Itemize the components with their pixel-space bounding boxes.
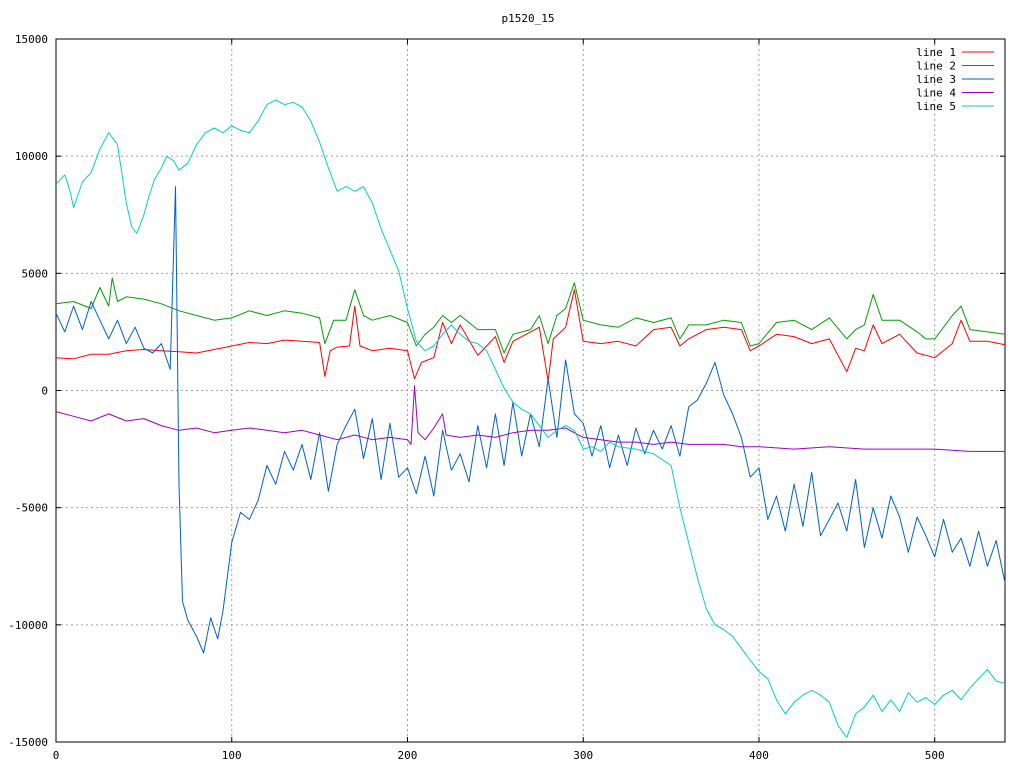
legend-label-3: line 3: [916, 73, 956, 86]
x-tick-label: 100: [222, 749, 242, 762]
series-group: [55, 99, 1006, 738]
chart-title: p1520_15: [502, 12, 555, 25]
x-tick-label: 400: [749, 749, 769, 762]
x-tick-label: 0: [53, 749, 60, 762]
series-line-1: [55, 289, 1006, 382]
grid: [56, 39, 1005, 742]
y-tick-label: 5000: [22, 267, 49, 280]
y-tick-label: 15000: [15, 33, 48, 46]
series-line-2: [55, 277, 1006, 354]
y-tick-label: 10000: [15, 150, 48, 163]
series-line-4: [55, 385, 1005, 452]
x-tick-label: 200: [398, 749, 418, 762]
y-tick-label: 0: [41, 385, 48, 398]
x-tick-label: 300: [573, 749, 593, 762]
y-tick-label: -15000: [8, 736, 48, 749]
legend-label-1: line 1: [916, 46, 956, 59]
y-tick-label: -5000: [15, 502, 48, 515]
legend-label-4: line 4: [916, 87, 956, 100]
series-line-3: [55, 186, 1006, 654]
y-tick-label: -10000: [8, 619, 48, 632]
x-tick-label: 500: [925, 749, 945, 762]
axis-ticks: 0 100 200 300 400 500 -15000 -10000 -5000 0 5000 10…: [8, 33, 1005, 762]
series-line-5: [55, 99, 1006, 738]
legend-label-5: line 5: [916, 100, 956, 113]
legend-label-2: line 2: [916, 60, 956, 73]
